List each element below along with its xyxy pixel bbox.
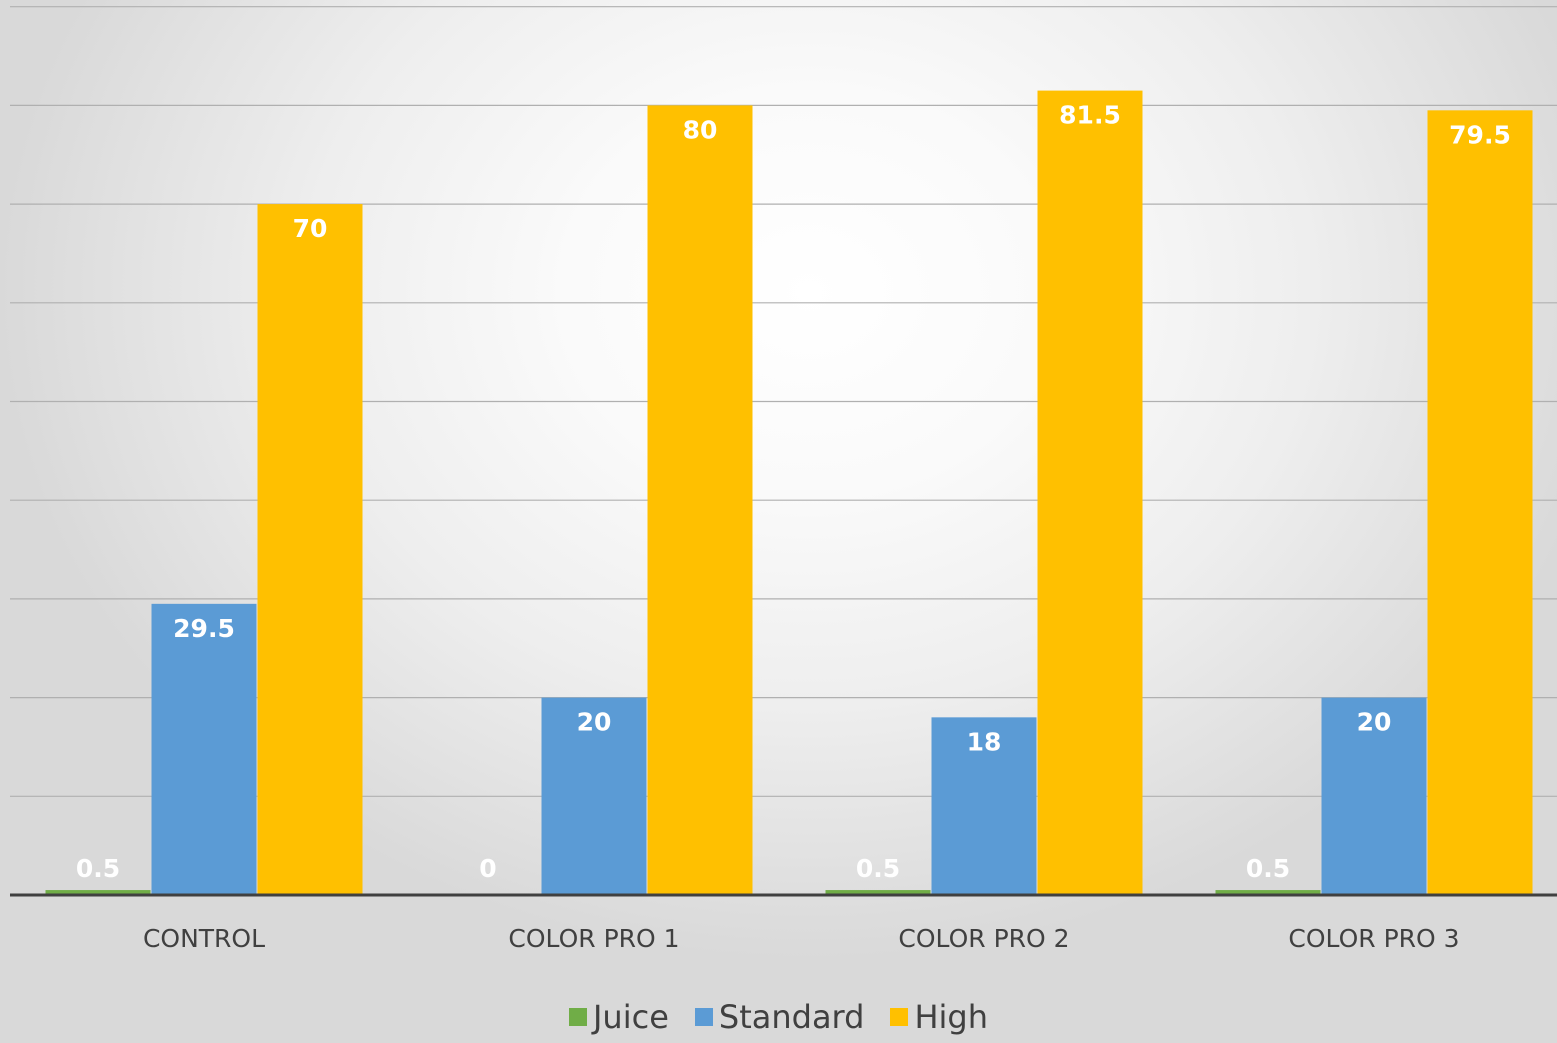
legend-swatch-juice bbox=[568, 1008, 587, 1026]
bar-standard-color-pro-3 bbox=[1321, 697, 1427, 895]
data-label-high-color-pro-1: 80 bbox=[683, 115, 718, 144]
legend-item-juice: Juice bbox=[568, 998, 669, 1036]
bar-high-control bbox=[257, 204, 363, 896]
legend-item-high: High bbox=[890, 998, 988, 1036]
bar-juice-color-pro-3 bbox=[1215, 890, 1321, 895]
data-label-high-color-pro-3: 79.5 bbox=[1449, 120, 1511, 149]
data-label-juice-color-pro-3: 0.5 bbox=[1246, 854, 1290, 883]
bar-high-color-pro-1 bbox=[647, 105, 753, 895]
legend-item-standard: Standard bbox=[694, 998, 865, 1036]
category-label-control: CONTROL bbox=[143, 924, 265, 953]
data-label-standard-color-pro-3: 20 bbox=[1357, 708, 1392, 737]
data-label-standard-color-pro-2: 18 bbox=[967, 727, 1002, 756]
bar-high-color-pro-3 bbox=[1427, 110, 1533, 895]
bar-juice-control bbox=[45, 890, 151, 895]
bars bbox=[45, 90, 1533, 896]
category-label-color-pro-2: COLOR PRO 2 bbox=[898, 924, 1069, 953]
bar-juice-color-pro-2 bbox=[825, 890, 931, 895]
legend: Juice Standard High bbox=[0, 998, 1557, 1036]
data-labels: 0.5 29.5 70 0 20 80 0.5 18 81.5 0.5 20 79.5 bbox=[76, 101, 1511, 883]
data-label-standard-color-pro-1: 20 bbox=[577, 708, 612, 737]
category-label-color-pro-3: COLOR PRO 3 bbox=[1288, 924, 1459, 953]
data-label-high-control: 70 bbox=[293, 214, 328, 243]
legend-swatch-standard bbox=[694, 1008, 713, 1026]
legend-label-high: High bbox=[914, 998, 988, 1036]
bar-high-color-pro-2 bbox=[1037, 90, 1143, 896]
category-labels: CONTROL COLOR PRO 1 COLOR PRO 2 COLOR PRO 3 bbox=[143, 924, 1460, 953]
data-label-high-color-pro-2: 81.5 bbox=[1059, 101, 1121, 130]
legend-label-juice: Juice bbox=[592, 998, 669, 1036]
bar-standard-color-pro-1 bbox=[541, 697, 647, 895]
data-label-standard-control: 29.5 bbox=[173, 614, 235, 643]
legend-swatch-high bbox=[890, 1008, 909, 1026]
bar-standard-control bbox=[151, 603, 257, 895]
bar-standard-color-pro-2 bbox=[931, 717, 1037, 895]
data-label-juice-color-pro-1: 0 bbox=[479, 854, 496, 883]
legend-label-standard: Standard bbox=[718, 998, 865, 1036]
data-label-juice-color-pro-2: 0.5 bbox=[856, 854, 900, 883]
category-label-color-pro-1: COLOR PRO 1 bbox=[508, 924, 679, 953]
data-label-juice-control: 0.5 bbox=[76, 854, 120, 883]
